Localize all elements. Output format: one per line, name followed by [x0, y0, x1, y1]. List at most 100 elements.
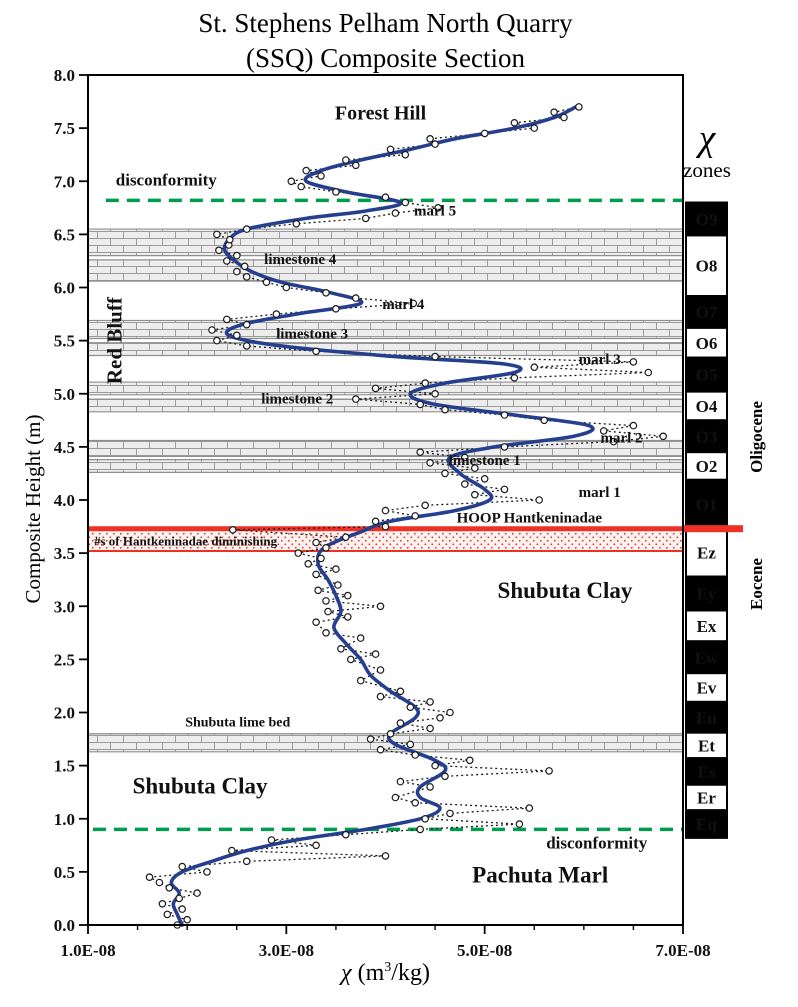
zone-label-Eu: Eu — [696, 708, 717, 727]
x-tick-label: 7.0E-08 — [655, 941, 710, 960]
data-point — [312, 538, 320, 547]
annotation-marl-1: marl 1 — [579, 485, 621, 501]
annotation-marl-2: marl 2 — [600, 431, 642, 447]
data-point — [272, 310, 281, 318]
zone-box-Ey — [685, 575, 728, 612]
data-point — [421, 814, 430, 823]
data-point — [411, 512, 420, 520]
limestone-band-border — [88, 439, 683, 458]
data-point — [396, 777, 405, 786]
limestone-band-border — [88, 228, 683, 257]
data-point — [416, 825, 425, 834]
y-tick-label: 6.0 — [54, 279, 75, 298]
zone-box-Ew — [685, 640, 728, 675]
y-tick-label: 5.0 — [54, 385, 75, 404]
data-point — [165, 883, 174, 892]
data-point — [213, 336, 221, 345]
data-point — [431, 389, 439, 398]
x-axis-label-sup: 3 — [384, 960, 392, 975]
data-point — [351, 294, 360, 302]
annotation-red-bluff: Red Bluff — [103, 296, 127, 384]
data-point — [545, 767, 553, 775]
data-point — [530, 363, 539, 372]
x-axis-label-post: /kg) — [391, 960, 430, 986]
data-point — [312, 618, 320, 627]
y-tick-label: 1.5 — [54, 757, 75, 776]
data-point — [441, 469, 449, 478]
zone-label-Ex: Ex — [697, 617, 717, 636]
data-point — [446, 708, 454, 717]
zone-box-O4 — [685, 390, 728, 422]
data-point — [322, 628, 330, 637]
y-tick-label: 1.0 — [54, 810, 75, 829]
zone-label-Es: Es — [698, 762, 716, 781]
zone-box-Eu — [685, 700, 728, 734]
data-point — [426, 783, 434, 791]
zone-box-O5 — [685, 356, 728, 393]
data-point — [416, 448, 425, 457]
data-point — [431, 140, 439, 148]
data-point — [341, 830, 350, 839]
y-tick-label: 3.5 — [54, 544, 75, 563]
y-tick-label: 0.0 — [54, 916, 75, 935]
data-point — [312, 570, 320, 579]
y-tick-label: 7.5 — [54, 119, 75, 138]
limestone-band — [88, 733, 683, 752]
limestone-band — [88, 440, 683, 457]
limestone-band — [88, 259, 683, 282]
limestone-band — [88, 229, 683, 256]
data-point — [409, 299, 418, 308]
annotation-disconformity-lower: disconformity — [546, 834, 648, 853]
annotation-shubuta-clay-lower: Shubuta Clay — [133, 773, 268, 798]
x-tick-label: 5.0E-08 — [457, 941, 512, 960]
zone-label-Ew: Ew — [695, 648, 719, 667]
annotation-limestone-4: limestone 4 — [264, 252, 337, 268]
data-point — [396, 687, 405, 696]
data-point — [510, 119, 519, 127]
zone-label-O6: O6 — [696, 334, 718, 353]
data-point — [391, 209, 400, 217]
zone-box-Ex — [685, 609, 728, 643]
annotation-shubuta-lime-bed: Shubuta lime bed — [185, 715, 290, 730]
annotation-disconformity-upper: disconformity — [116, 171, 218, 190]
data-point — [332, 188, 340, 196]
data-point — [158, 899, 167, 908]
data-point — [470, 490, 479, 499]
data-point — [337, 644, 345, 653]
data-point — [297, 182, 306, 191]
data-point — [262, 278, 271, 287]
data-point — [460, 453, 469, 462]
annotation-marl-5: marl 5 — [414, 203, 456, 219]
data-point — [401, 198, 410, 207]
annotation-limestone-3: limestone 3 — [276, 327, 348, 343]
data-point — [381, 506, 390, 515]
data-point — [351, 395, 360, 403]
chart-title: St. Stephens Pelham North Quarry (SSQ) C… — [0, 6, 771, 76]
data-point — [434, 204, 442, 212]
data-point — [500, 485, 509, 494]
data-point — [332, 565, 340, 573]
data-point — [215, 246, 223, 255]
zone-box-O8 — [685, 234, 728, 297]
data-point — [208, 326, 216, 334]
epoch-boundary-marker — [684, 525, 743, 533]
data-point — [294, 549, 303, 557]
data-point — [441, 772, 449, 781]
data-point — [292, 220, 301, 228]
zone-label-Er: Er — [697, 789, 716, 808]
data-point — [242, 857, 251, 866]
limestone-band — [88, 399, 683, 412]
data-point — [242, 320, 251, 329]
y-tick-label: 6.5 — [54, 225, 75, 244]
data-point — [376, 692, 385, 701]
data-point — [416, 400, 425, 409]
zone-label-O2: O2 — [696, 457, 718, 476]
data-point — [480, 129, 489, 138]
data-point — [242, 342, 251, 350]
data-point — [317, 172, 325, 180]
data-point — [396, 719, 405, 727]
zone-label-Et: Et — [698, 736, 715, 755]
data-point — [351, 161, 360, 170]
data-point — [426, 135, 434, 143]
raw-series-line — [147, 106, 664, 926]
